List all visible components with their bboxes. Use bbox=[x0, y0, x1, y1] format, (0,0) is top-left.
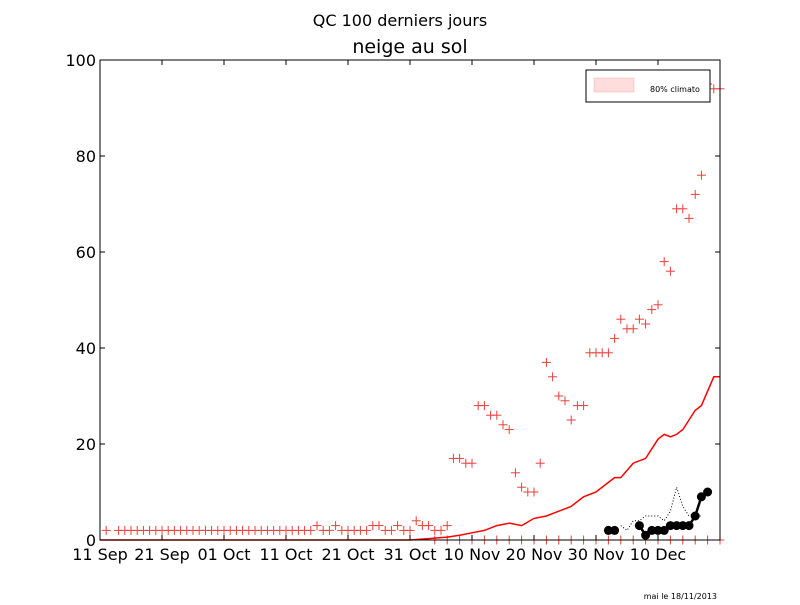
max-marker bbox=[560, 396, 570, 406]
max-marker bbox=[492, 410, 502, 420]
max-marker bbox=[405, 525, 415, 535]
max-marker bbox=[603, 348, 613, 358]
axes-frame bbox=[99, 59, 721, 541]
max-marker bbox=[517, 482, 527, 492]
x-tick-label: 21 Oct bbox=[321, 545, 374, 564]
max-marker bbox=[411, 516, 421, 526]
observed-point bbox=[665, 521, 675, 531]
x-tick-label: 10 Dec bbox=[630, 545, 686, 564]
x-tick-label: 31 Oct bbox=[383, 545, 436, 564]
max-marker bbox=[504, 425, 514, 435]
max-marker bbox=[548, 372, 558, 382]
max-marker bbox=[535, 458, 545, 468]
max-marker bbox=[628, 324, 638, 334]
x-tick-label: 30 Nov bbox=[568, 545, 625, 564]
observed-point bbox=[703, 487, 713, 497]
max-marker bbox=[442, 521, 452, 531]
max-marker bbox=[331, 521, 341, 531]
y-tick-label: 100 bbox=[65, 51, 96, 70]
max-marker bbox=[566, 415, 576, 425]
max-marker bbox=[467, 458, 477, 468]
observed-point bbox=[653, 525, 663, 535]
max-marker bbox=[510, 468, 520, 478]
x-tick-label: 21 Sep bbox=[134, 545, 190, 564]
max-marker bbox=[455, 453, 465, 463]
max-marker bbox=[579, 401, 589, 411]
max-marker bbox=[641, 319, 651, 329]
observed-point bbox=[684, 521, 694, 531]
legend-label: 80% climato bbox=[650, 85, 700, 94]
max-marker bbox=[541, 357, 551, 367]
observed-point bbox=[647, 525, 657, 535]
observed-point bbox=[690, 511, 700, 521]
y-tick-label: 20 bbox=[76, 435, 96, 454]
max-marker bbox=[610, 333, 620, 343]
max-marker bbox=[386, 525, 396, 535]
max-marker bbox=[529, 487, 539, 497]
y-tick-label: 40 bbox=[76, 339, 96, 358]
max-marker bbox=[653, 300, 663, 310]
observed-point bbox=[659, 525, 669, 535]
x-tick-label: 11 Oct bbox=[259, 545, 312, 564]
max-marker bbox=[101, 525, 111, 535]
observed-point bbox=[603, 525, 613, 535]
footer-note: mai le 18/11/2013 bbox=[644, 592, 717, 600]
max-marker bbox=[634, 314, 644, 324]
observed-point bbox=[696, 492, 706, 502]
chart-suptitle: QC 100 derniers jours bbox=[313, 11, 488, 30]
x-tick-label: 11 Sep bbox=[72, 545, 128, 564]
legend: 80% climato bbox=[585, 69, 711, 103]
max-marker bbox=[312, 521, 322, 531]
legend-swatch bbox=[593, 77, 635, 93]
max-marker bbox=[616, 314, 626, 324]
max-marker bbox=[393, 521, 403, 531]
max-marker bbox=[659, 257, 669, 267]
plot-data-layer bbox=[100, 79, 725, 545]
max-marker bbox=[324, 525, 334, 535]
max-marker bbox=[479, 401, 489, 411]
max-marker bbox=[684, 213, 694, 223]
axis-ticks: 0 20 40 60 80 100 11 Sep 21 Sep 01 Oct 11 Oct 21 O… bbox=[65, 51, 720, 564]
max-marker bbox=[665, 266, 675, 276]
max-marker bbox=[647, 305, 657, 315]
max-marker bbox=[362, 525, 372, 535]
x-tick-label: 01 Oct bbox=[197, 545, 250, 564]
max-marker bbox=[678, 204, 688, 214]
max-marker bbox=[306, 525, 316, 535]
observed-point bbox=[678, 521, 688, 531]
observed-point bbox=[672, 521, 682, 531]
max-marker bbox=[554, 391, 564, 401]
y-tick-label: 0 bbox=[86, 531, 96, 550]
max-marker bbox=[498, 420, 508, 430]
max-marker bbox=[696, 170, 706, 180]
max-marker bbox=[374, 521, 384, 531]
observed-point bbox=[634, 521, 644, 531]
max-marker bbox=[436, 525, 446, 535]
observed-point bbox=[641, 530, 651, 540]
y-tick-label: 60 bbox=[76, 243, 96, 262]
max-marker bbox=[424, 521, 434, 531]
y-tick-label: 80 bbox=[76, 147, 96, 166]
x-tick-label: 20 Nov bbox=[506, 545, 563, 564]
mean-line bbox=[100, 376, 720, 541]
observed-point bbox=[610, 525, 620, 535]
max-marker bbox=[690, 189, 700, 199]
chart-title: neige au sol bbox=[352, 36, 467, 58]
x-tick-label: 10 Nov bbox=[444, 545, 501, 564]
